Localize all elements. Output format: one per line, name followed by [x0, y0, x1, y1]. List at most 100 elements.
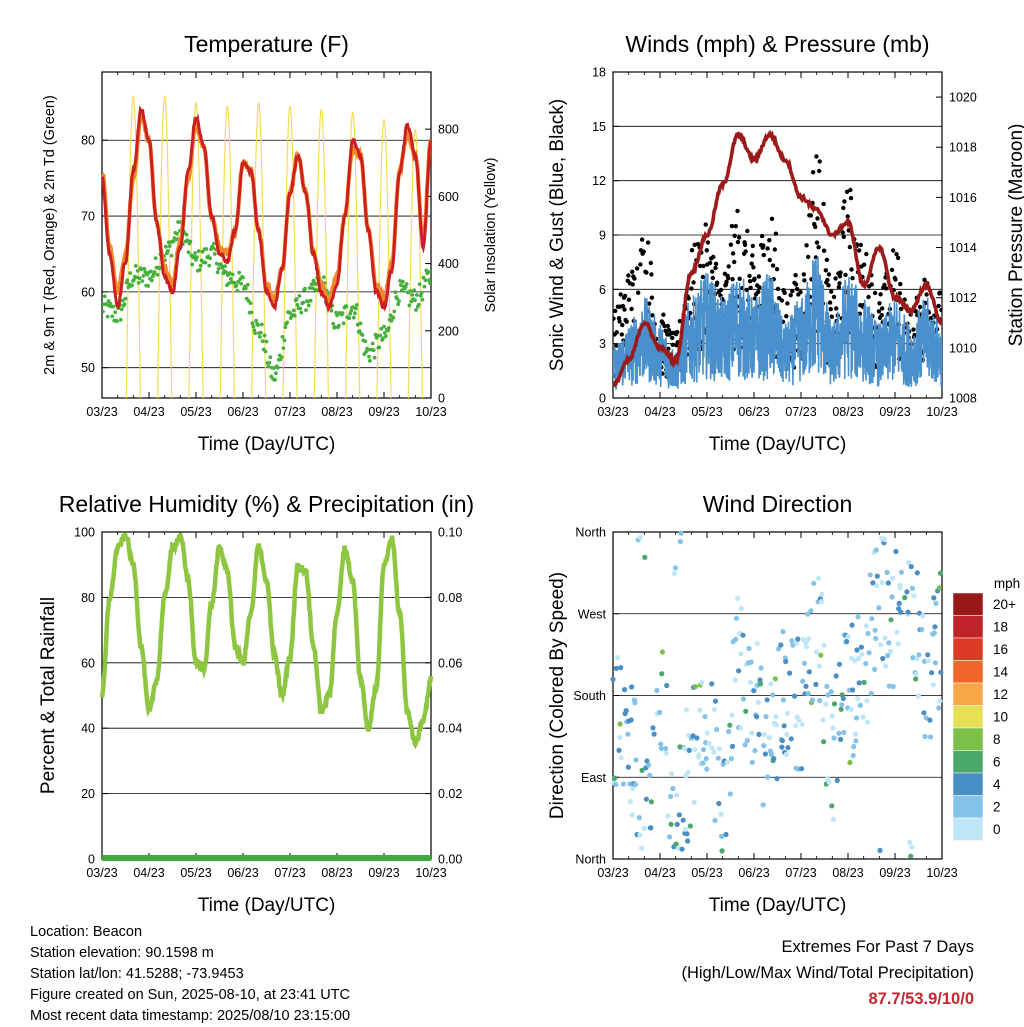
colorbar-label: 2	[993, 800, 1001, 815]
direction-point	[911, 593, 917, 599]
temp-2m-line	[102, 105, 431, 314]
gust-point	[878, 292, 883, 297]
colorbar-label: 20+	[993, 597, 1016, 612]
direction-point	[715, 755, 721, 761]
gust-point	[849, 267, 854, 272]
direction-point	[659, 649, 666, 655]
direction-point	[664, 682, 670, 689]
dewpoint-point	[253, 331, 258, 335]
x-tick-label: 07/23	[785, 405, 816, 419]
dewpoint-point	[220, 265, 225, 270]
dewpoint-point	[360, 333, 365, 337]
gust-point	[882, 282, 887, 288]
direction-point	[768, 681, 774, 687]
y-tick-label: West	[578, 607, 607, 621]
direction-point	[768, 751, 775, 758]
direction-point	[793, 722, 799, 729]
direction-point	[885, 580, 891, 586]
direction-point	[737, 725, 743, 731]
direction-point	[823, 701, 829, 707]
y-right-tick-label: 0.08	[438, 591, 462, 605]
gust-point	[928, 315, 934, 321]
direction-point	[692, 684, 698, 690]
direction-point	[648, 825, 654, 831]
direction-point	[925, 652, 931, 658]
gust-point	[675, 329, 680, 335]
y-right-tick-label: 600	[438, 190, 459, 204]
direction-point	[696, 752, 702, 758]
y-tick-label: 80	[81, 591, 95, 605]
y-right-tick-label: 1014	[949, 241, 977, 255]
direction-point	[614, 655, 621, 661]
direction-point	[839, 702, 845, 708]
gust-point	[730, 251, 736, 256]
gust-point	[735, 208, 740, 214]
direction-point	[755, 699, 761, 706]
y-right-tick-label: 1012	[949, 291, 977, 305]
gust-point	[752, 276, 757, 281]
direction-point	[773, 722, 780, 728]
dewpoint-point	[167, 244, 172, 249]
dewpoint-point	[200, 249, 205, 254]
dewpoint-point	[135, 269, 140, 273]
dewpoint-point	[241, 275, 245, 280]
direction-point	[866, 650, 872, 656]
dewpoint-point	[186, 250, 191, 255]
direction-point	[880, 655, 886, 662]
gust-point	[813, 255, 819, 260]
gust-point	[924, 292, 929, 297]
colorbar-swatch	[952, 727, 984, 751]
direction-point	[724, 759, 730, 766]
dewpoint-point	[367, 354, 371, 359]
direction-point	[795, 636, 801, 642]
direction-point	[621, 687, 628, 693]
direction-point	[770, 692, 776, 698]
direction-point	[931, 630, 937, 636]
gust-point	[620, 303, 626, 309]
gust-point	[889, 267, 895, 273]
dewpoint-point	[204, 247, 209, 251]
direction-point	[694, 735, 700, 741]
gust-point	[761, 243, 766, 248]
dewpoint-point	[123, 296, 128, 301]
dewpoint-point	[377, 345, 382, 350]
gust-point	[879, 312, 884, 318]
direction-point	[885, 652, 891, 659]
direction-point	[856, 680, 862, 686]
gust-point	[795, 286, 800, 292]
dewpoint-point	[259, 330, 263, 335]
direction-point	[702, 714, 708, 720]
dewpoint-point	[416, 302, 421, 307]
x-tick-label: 06/23	[227, 405, 258, 419]
colorbar-label: 12	[993, 687, 1008, 702]
dewpoint-point	[299, 310, 304, 315]
direction-point	[636, 815, 642, 821]
direction-point	[682, 826, 689, 833]
gust-point	[748, 285, 753, 290]
dewpoint-point	[125, 278, 130, 283]
dewpoint-point	[273, 378, 277, 382]
direction-point	[774, 776, 780, 782]
dewpoint-point	[267, 360, 272, 365]
direction-point	[758, 665, 764, 671]
dewpoint-point	[115, 319, 119, 324]
dewpoint-point	[132, 277, 136, 282]
direction-point	[873, 635, 879, 642]
y-tick-label: South	[573, 689, 606, 703]
gust-point	[670, 335, 675, 341]
dewpoint-point	[370, 341, 375, 346]
direction-point	[637, 534, 644, 540]
direction-point	[855, 614, 861, 620]
y-axis-label: Sonic Wind & Gust (Blue, Black)	[547, 99, 568, 371]
gust-point	[662, 323, 667, 329]
direction-point	[616, 747, 622, 754]
dewpoint-point	[106, 299, 111, 304]
direction-point	[658, 745, 664, 752]
dewpoint-point	[250, 321, 255, 326]
direction-point	[869, 616, 875, 622]
colorbar-swatch	[952, 705, 984, 729]
colorbar-title: mph	[994, 576, 1020, 591]
created-text: Figure created on Sun, 2025-08-10, at 23…	[30, 987, 350, 1003]
direction-point	[805, 690, 811, 697]
dewpoint-point	[357, 329, 362, 333]
